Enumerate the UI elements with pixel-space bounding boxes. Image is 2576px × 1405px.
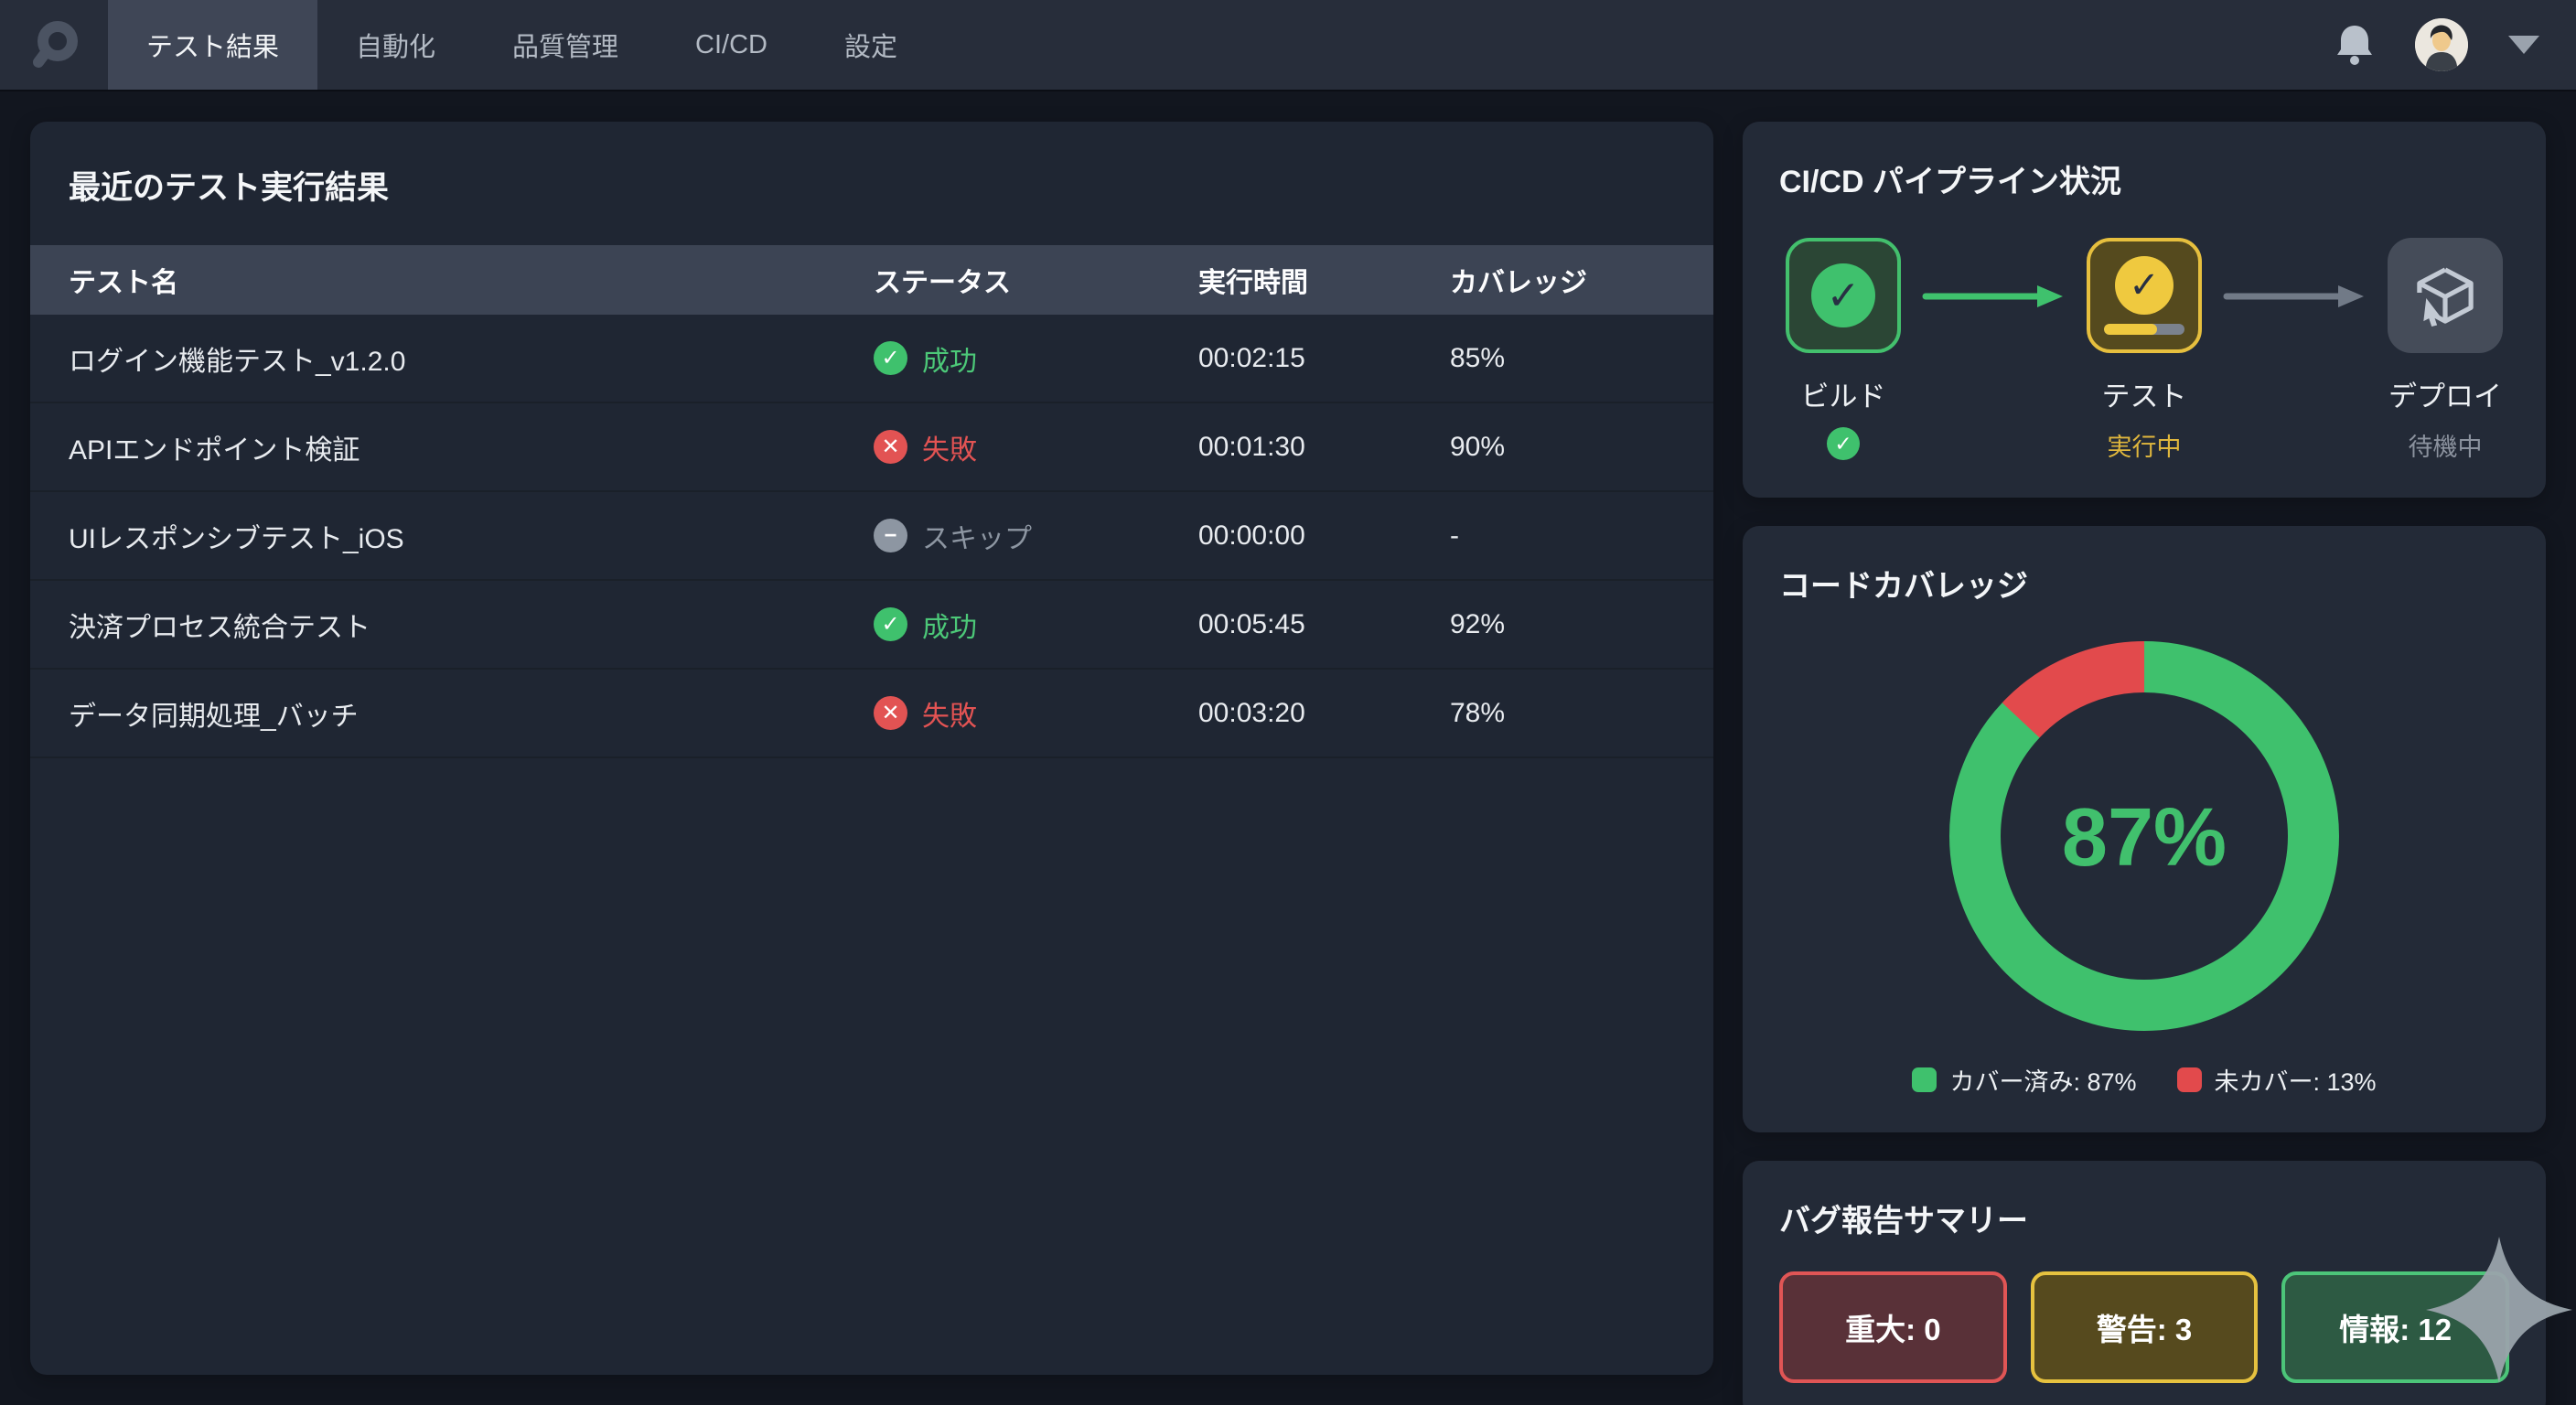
tab-test-results[interactable]: テスト結果 (108, 0, 318, 90)
nav-tabs: テスト結果 自動化 品質管理 CI/CD 設定 (108, 0, 936, 90)
right-column: CI/CD パイプライン状況 ✓ ビルド ✓ (1743, 122, 2546, 1405)
bug-summary-panel: バグ報告サマリー 重大: 0 警告: 3 情報: 12 (1743, 1161, 2546, 1405)
stage-label: デプロイ (2388, 381, 2502, 413)
stage-status: 待機中 (2408, 434, 2483, 461)
critical-bugs-card[interactable]: 重大: 0 (1779, 1271, 2007, 1383)
legend-uncovered: 未カバー: 13% (2176, 1062, 2377, 1098)
col-test-name: テスト名 (69, 268, 178, 298)
test-name: APIエンドポイント検証 (69, 434, 360, 466)
panel-title: コードカバレッジ (1779, 569, 2028, 604)
test-progress-bar (2104, 324, 2184, 335)
coverage: 78% (1450, 697, 1506, 728)
legend-label: 未カバー: 13% (2214, 1068, 2377, 1096)
table-row: 決済プロセス統合テスト ✓ 成功 00:05:45 92% (30, 581, 1713, 670)
test-name: UIレスポンシブテスト_iOS (69, 523, 404, 554)
navbar-right (2334, 0, 2576, 90)
green-arrow-icon (1922, 285, 2063, 307)
col-status: ステータス (874, 268, 1011, 298)
bug-cards: 重大: 0 警告: 3 情報: 12 (1779, 1271, 2510, 1383)
tab-settings[interactable]: 設定 (844, 33, 898, 62)
arrow-build-to-test (1907, 284, 2080, 308)
coverage: 85% (1450, 342, 1506, 373)
table-row: APIエンドポイント検証 ✕ 失敗 00:01:30 90% (30, 403, 1713, 492)
main-content: 最近のテスト実行結果 テスト名 ステータス 実行時間 カバレッジ ログイン機能テ… (0, 91, 2576, 1405)
duration: 00:05:45 (1198, 608, 1305, 639)
stage-label: ビルド (1800, 381, 1886, 413)
test-results-panel: 最近のテスト実行結果 テスト名 ステータス 実行時間 カバレッジ ログイン機能テ… (30, 122, 1713, 1375)
coverage-legend: カバー済み: 87% 未カバー: 13% (1779, 1062, 2509, 1098)
coverage: 92% (1450, 608, 1506, 639)
legend-label: カバー済み: 87% (1949, 1068, 2137, 1096)
skip-icon: − (874, 519, 907, 552)
panel-title: バグ報告サマリー (1779, 1204, 2028, 1239)
info-bugs-card[interactable]: 情報: 12 (2281, 1271, 2510, 1383)
status-label: 成功 (922, 346, 977, 377)
app-logo[interactable] (0, 0, 108, 90)
duration: 00:02:15 (1198, 342, 1305, 373)
notifications-button[interactable] (2334, 23, 2375, 67)
table-row: UIレスポンシブテスト_iOS − スキップ 00:00:00 - (30, 492, 1713, 581)
fail-icon: ✕ (874, 430, 907, 464)
pipeline-stages: ✓ ビルド ✓ ✓ (1779, 238, 2509, 463)
panel-title: 最近のテスト実行結果 (69, 170, 390, 206)
check-circle-icon: ✓ (2115, 256, 2174, 315)
test-progress-fill (2104, 324, 2158, 335)
warning-bugs-card[interactable]: 警告: 3 (2030, 1271, 2259, 1383)
gray-arrow-icon (2223, 285, 2364, 307)
coverage-donut-chart: 87% (1947, 638, 2342, 1038)
status-label: スキップ (922, 523, 1032, 554)
panel-title: CI/CD パイプライン状況 (1779, 165, 2121, 199)
top-navbar: テスト結果 自動化 品質管理 CI/CD 設定 (0, 0, 2576, 91)
red-swatch-icon (2176, 1067, 2202, 1092)
coverage-percent: 87% (2061, 792, 2227, 884)
stage-label: テスト (2101, 381, 2187, 413)
table-row: ログイン機能テスト_v1.2.0 ✓ 成功 00:02:15 85% (30, 315, 1713, 403)
package-cube-icon (2417, 267, 2474, 327)
build-node: ✓ (1786, 238, 1901, 353)
tab-quality[interactable]: 品質管理 (512, 33, 619, 62)
chevron-down-icon[interactable] (2508, 36, 2539, 54)
test-name: ログイン機能テスト_v1.2.0 (69, 346, 406, 377)
col-duration: 実行時間 (1198, 268, 1308, 298)
stage-status: 実行中 (2107, 434, 2182, 461)
fail-icon: ✕ (874, 696, 907, 730)
tab-automation[interactable]: 自動化 (356, 33, 436, 62)
check-circle-icon: ✓ (1811, 263, 1875, 327)
bell-icon (2337, 26, 2372, 65)
success-icon: ✓ (874, 607, 907, 641)
table-header: テスト名 ステータス 実行時間 カバレッジ (30, 245, 1713, 315)
stage-deploy: デプロイ 待機中 (2381, 238, 2509, 463)
duration: 00:00:00 (1198, 520, 1305, 551)
coverage: - (1450, 520, 1459, 551)
coverage: 90% (1450, 431, 1506, 462)
legend-covered: カバー済み: 87% (1912, 1062, 2137, 1098)
pipeline-panel: CI/CD パイプライン状況 ✓ ビルド ✓ (1743, 122, 2546, 498)
status-label: 失敗 (922, 434, 977, 466)
user-avatar[interactable] (2415, 18, 2468, 71)
avatar-illustration (2415, 18, 2468, 71)
build-success-badge-icon: ✓ (1827, 427, 1860, 460)
test-name: 決済プロセス統合テスト (69, 612, 370, 643)
stage-test: ✓ テスト 実行中 (2080, 238, 2208, 463)
table-row: データ同期処理_バッチ ✕ 失敗 00:03:20 78% (30, 670, 1713, 758)
test-node: ✓ (2087, 238, 2202, 353)
duration: 00:03:20 (1198, 697, 1305, 728)
test-name: データ同期処理_バッチ (69, 701, 359, 732)
status-label: 成功 (922, 612, 977, 643)
status-label: 失敗 (922, 701, 977, 732)
arrow-test-to-deploy (2208, 284, 2381, 308)
tab-cicd[interactable]: CI/CD (695, 29, 767, 59)
stage-build: ✓ ビルド ✓ (1779, 238, 1907, 460)
success-icon: ✓ (874, 341, 907, 375)
duration: 00:01:30 (1198, 431, 1305, 462)
donut-svg (1949, 640, 2339, 1031)
deploy-node (2388, 238, 2503, 353)
green-swatch-icon (1912, 1067, 1937, 1092)
coverage-panel: コードカバレッジ 87% カバー済み: 87% 未カバー: 13% (1743, 526, 2546, 1132)
col-coverage: カバレッジ (1450, 268, 1587, 298)
magnifier-logo-icon (33, 21, 78, 68)
